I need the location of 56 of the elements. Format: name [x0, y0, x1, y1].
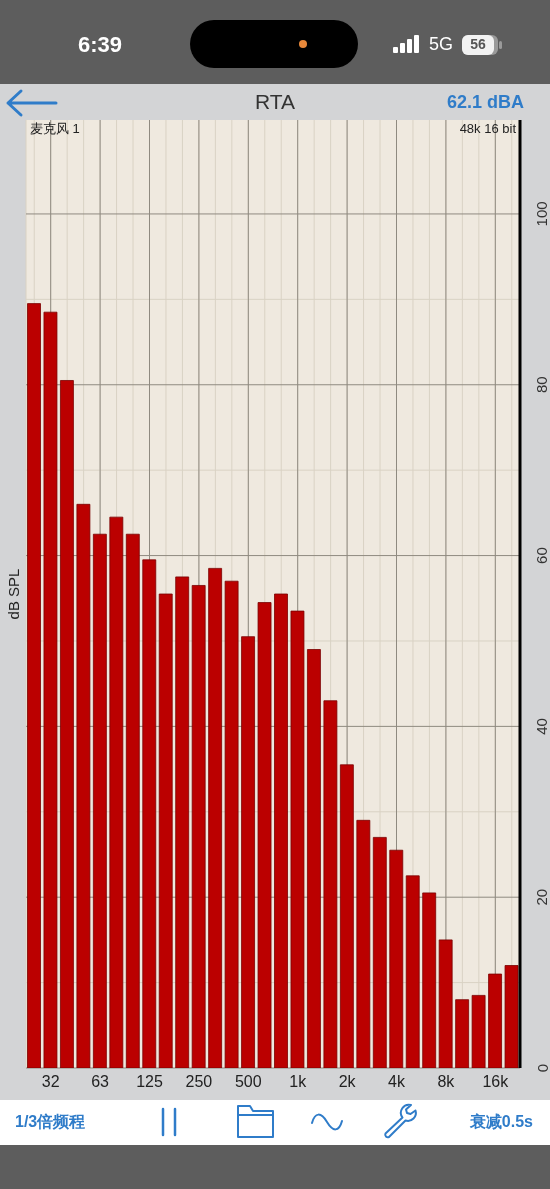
text: 56	[470, 36, 486, 53]
x-tick-label: 250	[185, 1073, 213, 1091]
bar	[191, 585, 206, 1068]
bar	[422, 892, 437, 1068]
bar	[290, 610, 305, 1068]
bar	[208, 567, 223, 1068]
y-tick-label: 40	[533, 718, 550, 735]
text: 1/3倍频程	[15, 1113, 86, 1131]
bar	[142, 559, 157, 1068]
x-tick-label: 2k	[338, 1073, 357, 1091]
bar	[125, 533, 140, 1068]
bar	[372, 837, 387, 1068]
text: 62.1 dBA	[446, 92, 524, 113]
y-tick-label: 80	[533, 376, 550, 394]
bar	[27, 303, 41, 1068]
x-tick-label: 16k	[482, 1073, 510, 1091]
y-axis-title: dB SPL	[4, 568, 22, 620]
y-tick-label: 60	[533, 547, 550, 564]
bar	[158, 593, 173, 1068]
text: 衰减0.5s	[469, 1113, 533, 1131]
bar	[60, 380, 74, 1068]
text: 5G	[429, 34, 454, 55]
x-tick-label: 500	[234, 1073, 262, 1091]
bar	[438, 939, 453, 1068]
bar	[307, 649, 321, 1068]
x-tick-label: 4k	[388, 1073, 406, 1091]
bar	[76, 503, 91, 1068]
bar	[389, 849, 404, 1068]
bar	[175, 576, 190, 1068]
bar	[339, 764, 354, 1068]
chart-title: RTA	[254, 90, 296, 114]
x-tick-label: 125	[136, 1073, 163, 1091]
bar	[356, 819, 371, 1068]
annotation: 麦克风 1	[30, 120, 80, 137]
x-tick-label: 32	[41, 1073, 60, 1091]
bar	[257, 602, 272, 1068]
bar	[224, 580, 239, 1068]
annotation: 48k 16 bit	[459, 120, 516, 137]
bar	[274, 593, 288, 1068]
y-tick-label: 20	[533, 888, 550, 906]
x-tick-label: 1k	[289, 1073, 308, 1091]
y-tick-label: 0	[533, 1063, 550, 1073]
bar	[488, 973, 502, 1068]
x-tick-label: 8k	[437, 1073, 456, 1091]
bar	[43, 311, 58, 1068]
bar	[323, 700, 338, 1068]
bar	[241, 636, 255, 1068]
bar	[405, 875, 420, 1068]
text: 6:39	[77, 31, 123, 58]
x-tick-label: 63	[91, 1073, 110, 1091]
bar	[92, 533, 107, 1068]
bar	[504, 965, 519, 1068]
y-tick-label: 100	[533, 201, 550, 227]
bar	[471, 995, 486, 1068]
bar	[109, 516, 124, 1068]
bar	[455, 999, 470, 1068]
